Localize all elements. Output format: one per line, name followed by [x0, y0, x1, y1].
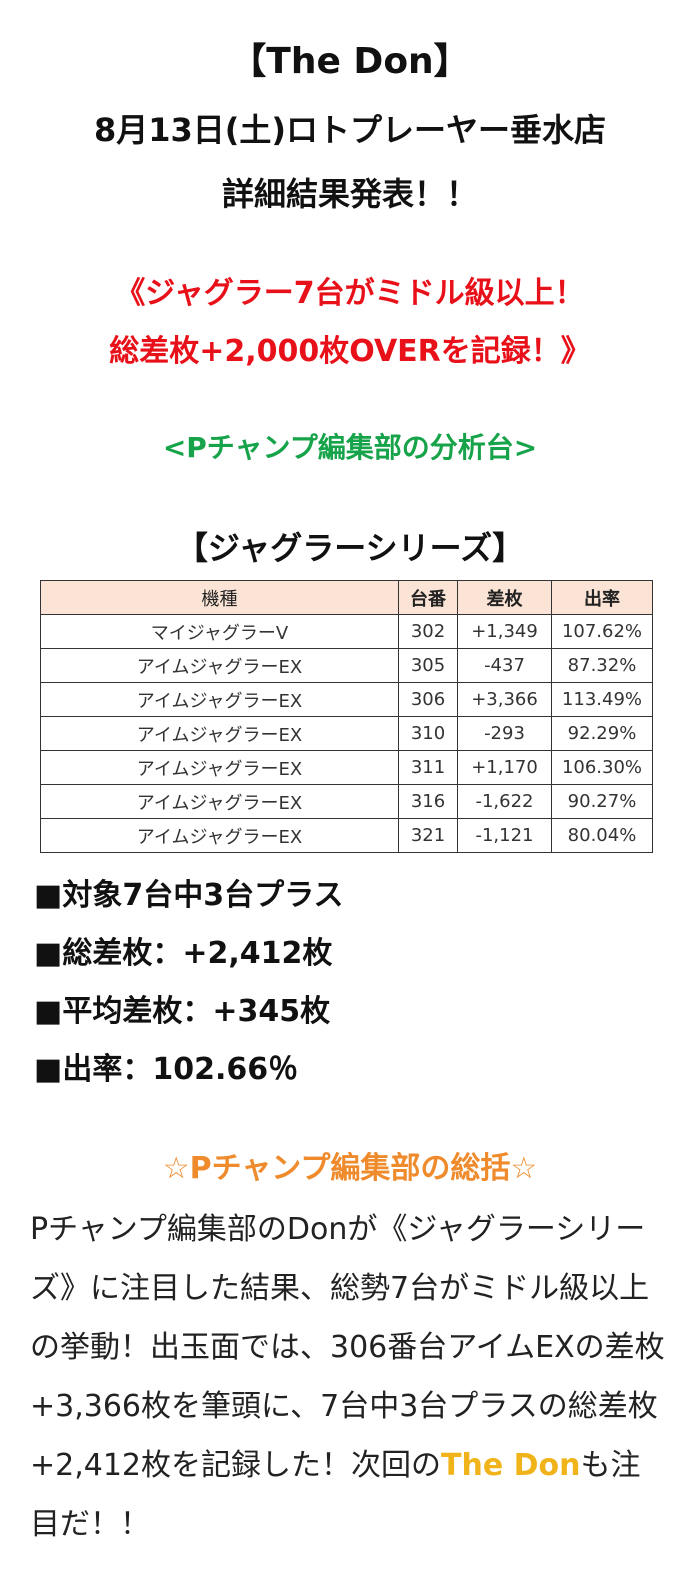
series-title: 【ジャグラーシリーズ】 [175, 529, 525, 567]
cell-machine-number: 316 [398, 784, 458, 819]
announcement-heading: 詳細結果発表！！ [221, 175, 478, 213]
summary-payout-rate: ■出率：102.66％ [34, 1052, 299, 1087]
table-row: アイムジャグラーEX 306 +3,366 113.49% [40, 682, 653, 717]
review-tail: も注目だ！！ [30, 1448, 641, 1542]
summary-plus-count: ■対象7台中3台プラス [34, 878, 344, 913]
review-title: ☆Pチャンプ編集部の総括☆ [162, 1151, 538, 1186]
summary-total-difference: ■総差枚：+2,412枚 [34, 936, 333, 971]
table-row: アイムジャグラーEX 316 -1,622 90.27% [40, 784, 653, 819]
table-row: アイムジャグラーEX 310 -293 92.29% [40, 716, 653, 751]
cell-difference: -437 [457, 648, 552, 683]
cell-difference: +1,170 [457, 750, 552, 785]
headline-line-2: 総差枚+2,000枚OVERを記録！》 [109, 334, 591, 369]
cell-model: アイムジャグラーEX [40, 784, 399, 819]
headline-line-1: 《ジャグラー7台がミドル級以上！ [115, 276, 585, 311]
cell-machine-number: 310 [398, 716, 458, 751]
event-date-store: 8月13日(土)ロトプレーヤー垂水店 [93, 111, 607, 149]
cell-difference: -1,622 [457, 784, 552, 819]
cell-machine-number: 302 [398, 614, 458, 649]
cell-payout-rate: 87.32% [551, 648, 653, 683]
cell-machine-number: 305 [398, 648, 458, 683]
cell-difference: +1,349 [457, 614, 552, 649]
cell-machine-number: 306 [398, 682, 458, 717]
cell-model: マイジャグラーⅤ [40, 614, 399, 649]
cell-model: アイムジャグラーEX [40, 716, 399, 751]
cell-payout-rate: 106.30% [551, 750, 653, 785]
cell-payout-rate: 113.49% [551, 682, 653, 717]
table-row: アイムジャグラーEX 321 -1,121 80.04% [40, 818, 653, 853]
cell-model: アイムジャグラーEX [40, 648, 399, 683]
analysis-label: <Pチャンプ編集部の分析台> [162, 431, 538, 464]
cell-payout-rate: 90.27% [551, 784, 653, 819]
cell-payout-rate: 107.62% [551, 614, 653, 649]
review-body: Pチャンプ編集部のDonが《ジャグラーシリーズ》に注目した結果、総勢7台がミドル… [30, 1200, 670, 1554]
header-model: 機種 [40, 580, 399, 615]
header-difference: 差枚 [457, 580, 552, 615]
table-row: マイジャグラーⅤ 302 +1,349 107.62% [40, 614, 653, 649]
cell-machine-number: 321 [398, 818, 458, 853]
page-title: 【The Don】 [230, 41, 470, 82]
cell-model: アイムジャグラーEX [40, 750, 399, 785]
cell-model: アイムジャグラーEX [40, 682, 399, 717]
the-don-highlight: The Don [441, 1448, 581, 1483]
cell-difference: -1,121 [457, 818, 552, 853]
header-machine-number: 台番 [398, 580, 458, 615]
cell-difference: +3,366 [457, 682, 552, 717]
summary-average-difference: ■平均差枚：+345枚 [34, 994, 331, 1029]
cell-model: アイムジャグラーEX [40, 818, 399, 853]
cell-payout-rate: 80.04% [551, 818, 653, 853]
review-text: Pチャンプ編集部のDonが《ジャグラーシリーズ》に注目した結果、総勢7台がミドル… [30, 1212, 665, 1483]
cell-machine-number: 311 [398, 750, 458, 785]
table-header-row: 機種 台番 差枚 出率 [40, 580, 653, 615]
results-table: 機種 台番 差枚 出率 マイジャグラーⅤ 302 +1,349 107.62% アイムジ… [40, 580, 653, 853]
cell-payout-rate: 92.29% [551, 716, 653, 751]
header-payout-rate: 出率 [551, 580, 653, 615]
table-row: アイムジャグラーEX 305 -437 87.32% [40, 648, 653, 683]
table-row: アイムジャグラーEX 311 +1,170 106.30% [40, 750, 653, 785]
cell-difference: -293 [457, 716, 552, 751]
